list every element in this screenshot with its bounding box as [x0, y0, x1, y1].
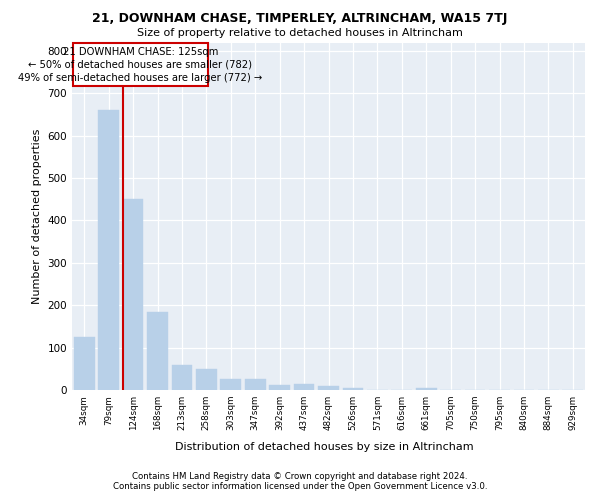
- Text: Contains HM Land Registry data © Crown copyright and database right 2024.: Contains HM Land Registry data © Crown c…: [132, 472, 468, 481]
- Bar: [147, 312, 168, 390]
- Text: 21, DOWNHAM CHASE, TIMPERLEY, ALTRINCHAM, WA15 7TJ: 21, DOWNHAM CHASE, TIMPERLEY, ALTRINCHAM…: [92, 12, 508, 25]
- Y-axis label: Number of detached properties: Number of detached properties: [32, 128, 42, 304]
- Bar: [269, 385, 290, 390]
- Bar: [293, 384, 314, 390]
- FancyBboxPatch shape: [73, 42, 208, 86]
- Bar: [318, 386, 339, 390]
- Text: Contains public sector information licensed under the Open Government Licence v3: Contains public sector information licen…: [113, 482, 487, 491]
- Text: ← 50% of detached houses are smaller (782): ← 50% of detached houses are smaller (78…: [28, 60, 253, 70]
- Bar: [122, 200, 143, 390]
- Bar: [416, 388, 437, 390]
- Bar: [172, 364, 193, 390]
- Bar: [196, 369, 217, 390]
- Text: Size of property relative to detached houses in Altrincham: Size of property relative to detached ho…: [137, 28, 463, 38]
- Text: Distribution of detached houses by size in Altrincham: Distribution of detached houses by size …: [175, 442, 473, 452]
- Bar: [245, 380, 266, 390]
- Bar: [98, 110, 119, 390]
- Bar: [343, 388, 364, 390]
- Bar: [220, 380, 241, 390]
- Text: 49% of semi-detached houses are larger (772) →: 49% of semi-detached houses are larger (…: [18, 73, 263, 83]
- Bar: [74, 337, 95, 390]
- Text: 21 DOWNHAM CHASE: 125sqm: 21 DOWNHAM CHASE: 125sqm: [63, 47, 218, 57]
